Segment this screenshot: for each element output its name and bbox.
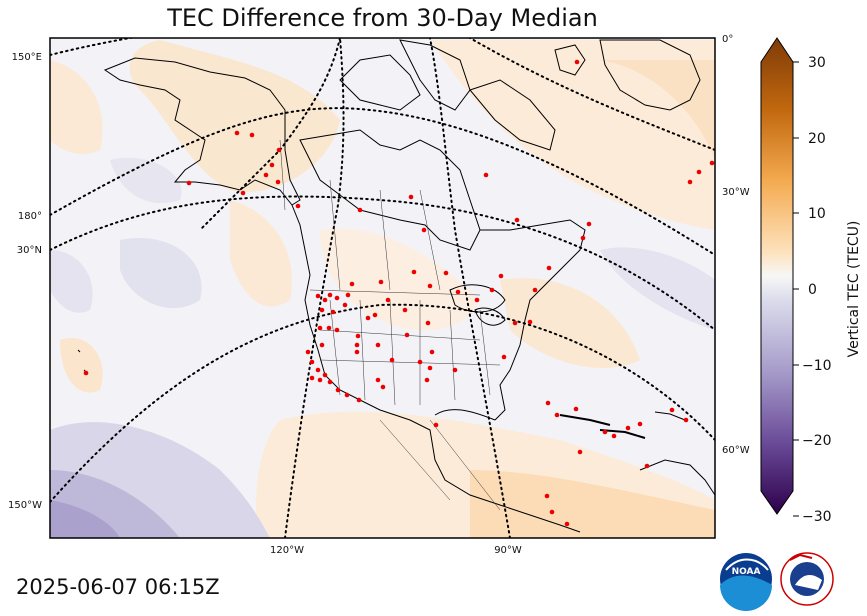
figure-title: TEC Difference from 30-Day Median [167, 4, 598, 32]
lon-label-0: 0° [722, 34, 733, 45]
state-boundaries [279, 139, 501, 511]
lon-label-90w: 90°W [494, 545, 522, 556]
lon-label-150w: 150°W [8, 500, 42, 511]
colorbar-tick: 0 [808, 282, 817, 298]
lon-label-150e: 150°E [12, 52, 42, 63]
lon-label-30w: 30°W [722, 187, 750, 198]
colorbar-tick: 30 [808, 55, 826, 71]
colorbar-tick: −10 [802, 358, 832, 374]
tec-field [50, 38, 715, 538]
lon-label-120w: 120°W [270, 545, 304, 556]
map-frame [49, 37, 716, 539]
noaa-logo: NOAA [720, 553, 772, 611]
station-markers [83, 59, 715, 527]
colorbar: 30 20 10 0 −10 −20 −30 Vertical TEC (TEC… [760, 37, 862, 525]
colorbar-tick: −20 [802, 433, 832, 449]
lat-label-30n: 30°N [17, 245, 42, 256]
timestamp: 2025-06-07 06:15Z [16, 575, 220, 599]
colorbar-tick: 10 [808, 206, 826, 222]
colorbar-tick: 20 [808, 131, 826, 147]
noaa-text: NOAA [732, 567, 761, 577]
colorbar-body [760, 37, 794, 515]
lon-label-60w: 60°W [722, 445, 750, 456]
lon-label-180: 180° [18, 211, 42, 222]
colorbar-tick: −30 [802, 509, 832, 525]
nws-logo [780, 552, 834, 606]
colorbar-label: Vertical TEC (TECU) [846, 221, 862, 358]
